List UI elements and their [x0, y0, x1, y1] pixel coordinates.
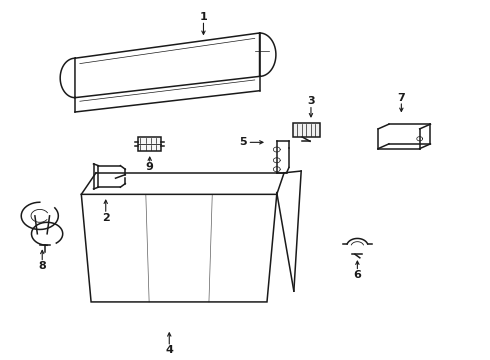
Text: 6: 6 [353, 270, 361, 280]
Text: 7: 7 [397, 93, 405, 103]
Text: 1: 1 [199, 12, 207, 22]
Text: 4: 4 [165, 345, 173, 355]
Text: 9: 9 [146, 162, 154, 172]
Text: 8: 8 [38, 261, 46, 271]
Bar [138, 137, 161, 151]
Text: 3: 3 [307, 96, 315, 106]
Bar [293, 123, 319, 137]
Text: 5: 5 [239, 138, 246, 147]
Text: 2: 2 [102, 213, 110, 222]
